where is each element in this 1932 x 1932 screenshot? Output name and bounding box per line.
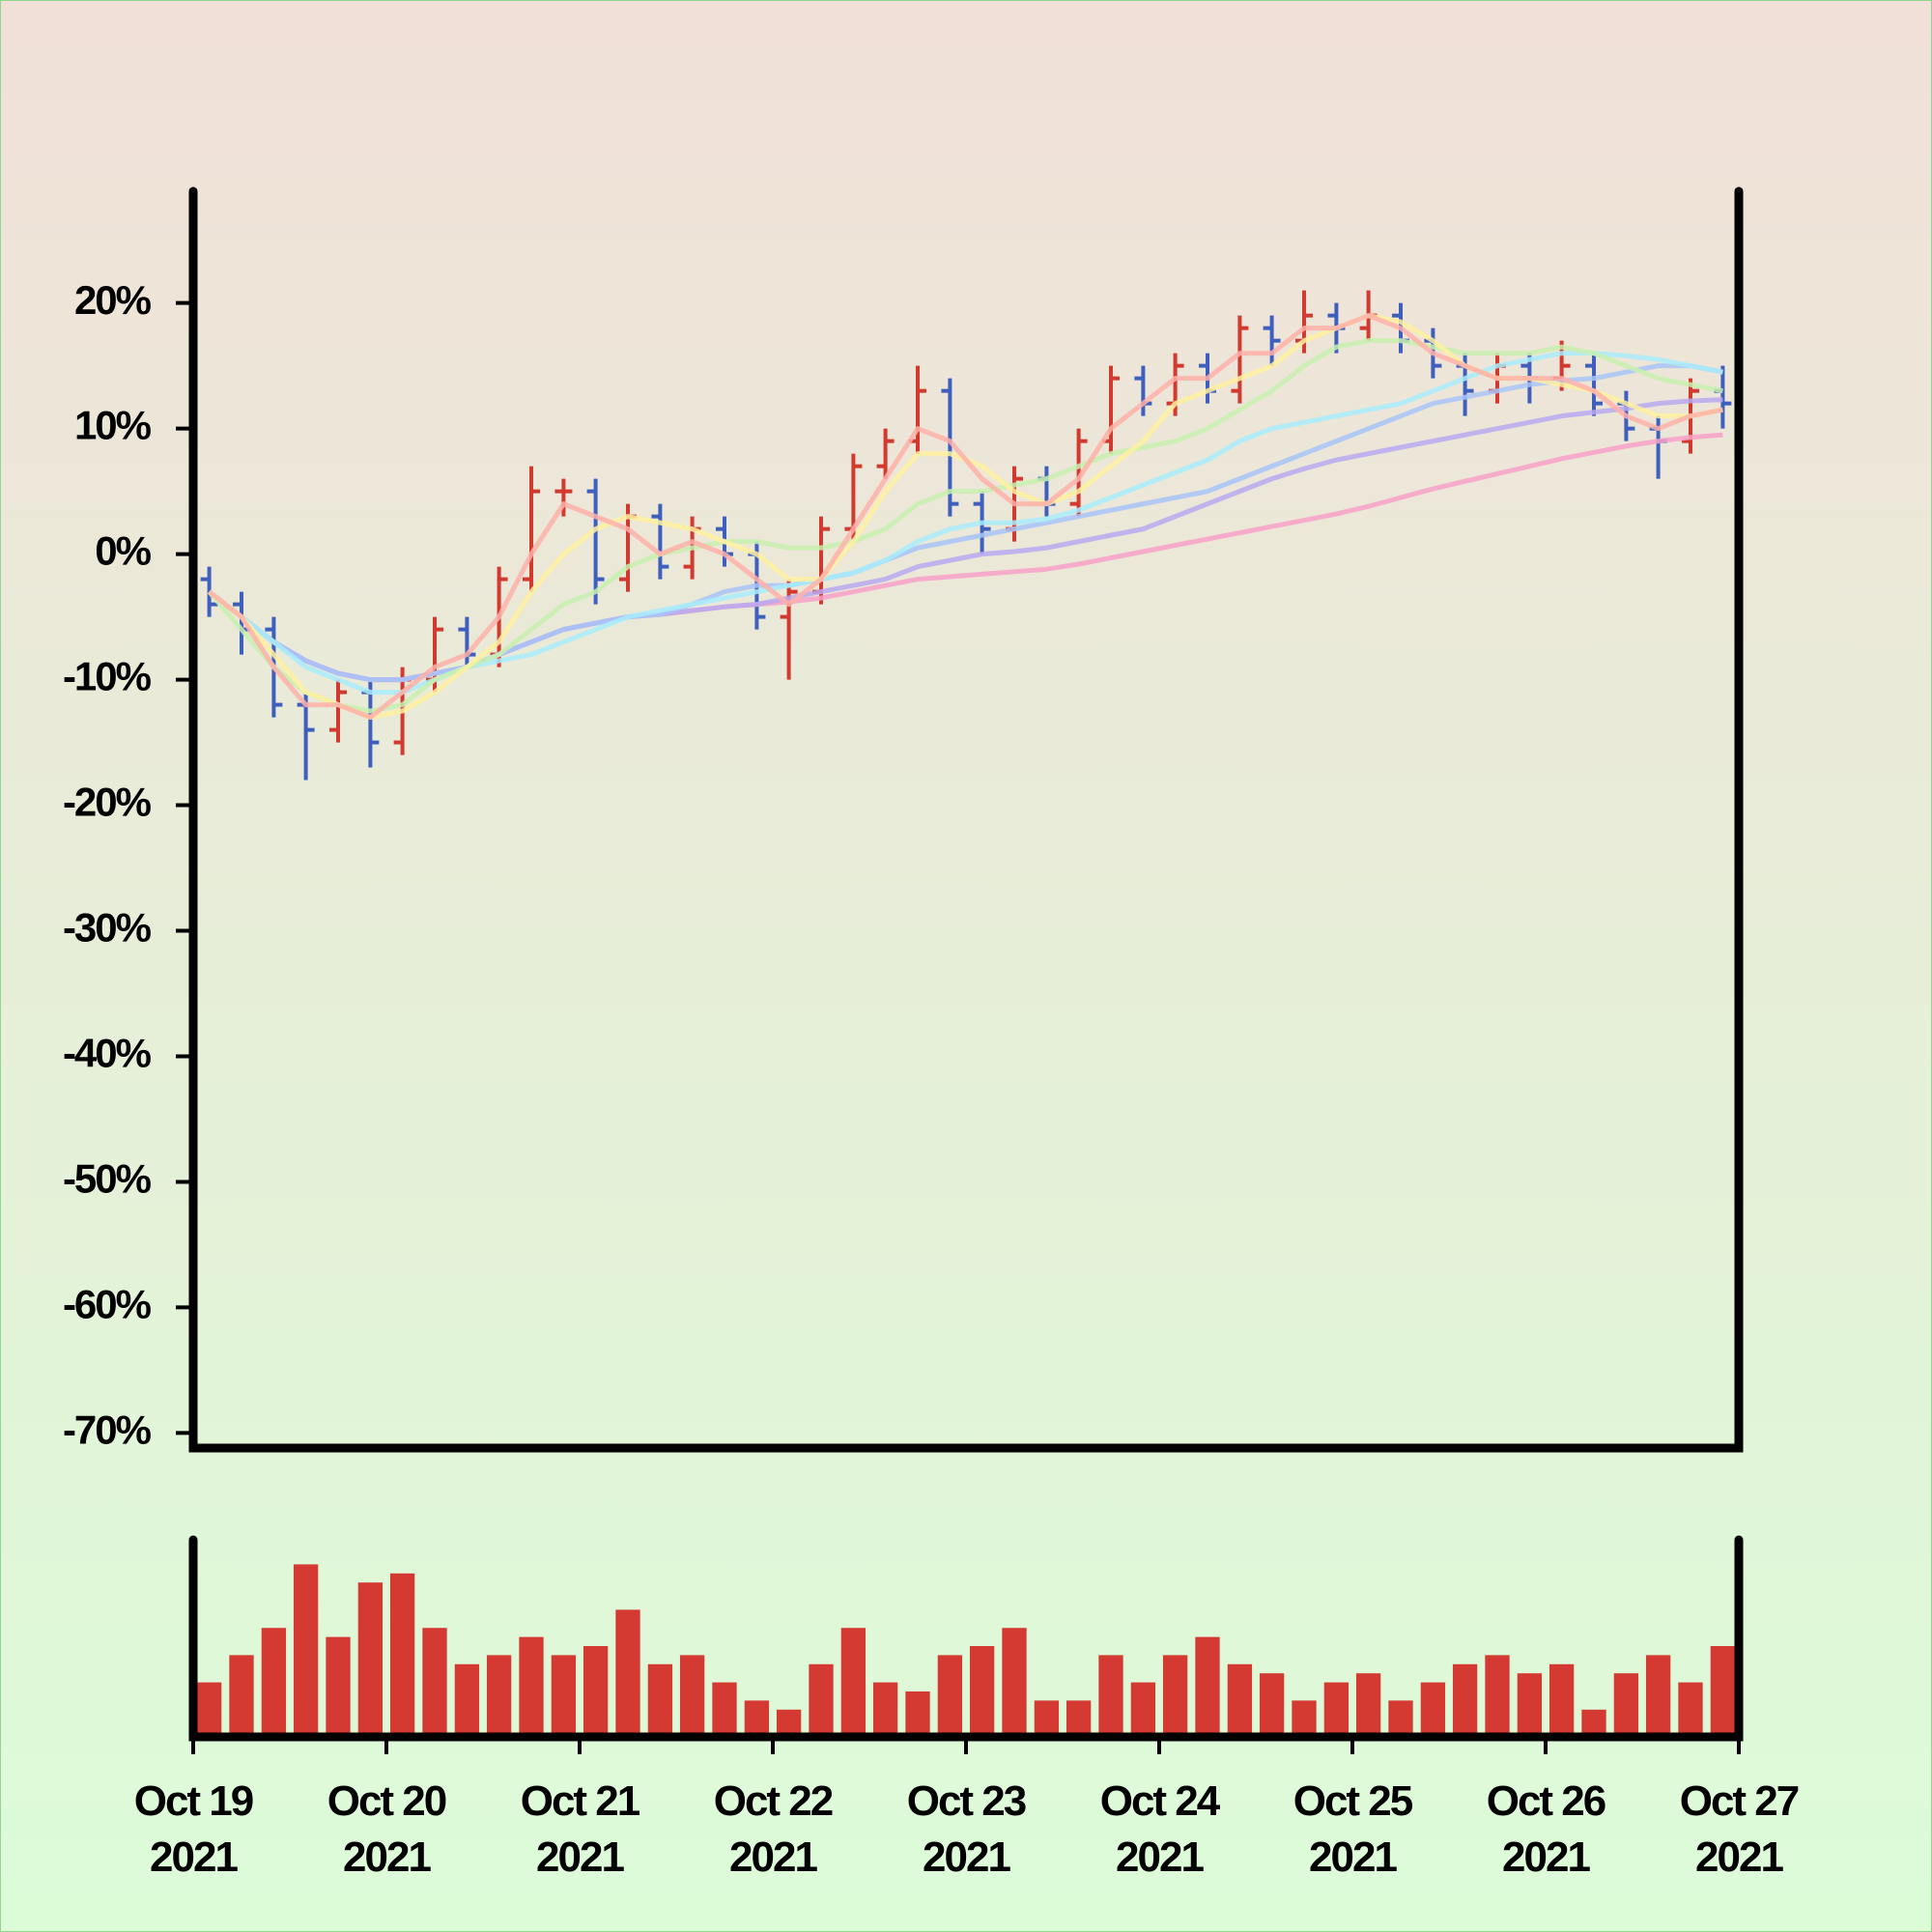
volume-bar [422,1628,447,1737]
volume-bar [1292,1700,1317,1737]
volume-bar [519,1636,544,1737]
volume-bar [969,1646,995,1737]
volume-bar [454,1663,480,1737]
volume-bar [872,1682,898,1737]
volume-bar [486,1655,512,1737]
volume-bar [1710,1646,1736,1737]
volume-bar [1645,1655,1671,1737]
ohlc-bar [1585,353,1603,416]
volume-bar [261,1628,287,1737]
ohlc-bar [523,466,540,592]
volume-bar [1581,1709,1606,1737]
volume-bar [776,1709,802,1737]
volume-bar [1130,1682,1156,1737]
volume-bar [1323,1682,1350,1737]
x-tick-label: Oct 27 2021 [1679,1777,1801,1881]
volume-bar [1355,1673,1381,1737]
volume-bar [1034,1700,1060,1737]
ohlc-bar [1037,466,1056,517]
price-frame [188,186,1744,1453]
volume-bar [1388,1700,1413,1737]
volume-bar [1485,1655,1510,1737]
volume-bar [809,1663,834,1737]
volume-frame [188,1535,1744,1742]
x-tick-label: Oct 23 2021 [906,1777,1028,1881]
volume-bar [712,1682,737,1737]
y-tick-label: 20% [74,277,152,323]
x-tick-label: Oct 24 2021 [1099,1777,1221,1881]
volume-bar [1613,1673,1639,1737]
volume-bar [1452,1663,1478,1737]
volume-bar [1548,1663,1575,1737]
volume-bar [293,1564,319,1737]
volume-bar [357,1582,384,1737]
ohlc-bar [1263,315,1281,366]
axes [188,186,1744,1742]
y-tick-label: -40% [63,1031,152,1076]
ohlc-bar [1231,315,1249,404]
x-tick-label: Oct 25 2021 [1293,1777,1414,1881]
ohlc-bar [876,428,895,479]
y-tick-label: -50% [63,1156,152,1202]
volume-bar [1065,1700,1092,1737]
volume-bar [389,1573,415,1737]
x-tick-label: Oct 22 2021 [713,1777,835,1881]
ohlc-bar [586,478,605,605]
ohlc-bar [1069,428,1088,517]
volume-bar [1678,1682,1703,1737]
volume-bar [937,1655,963,1737]
volume-bar [840,1628,867,1737]
ohlc-bar [780,579,798,680]
y-tick-label: -10% [63,654,152,699]
ohlc-bar [554,478,573,517]
y-tick-label: 0% [95,528,151,574]
volume-bar [1002,1628,1027,1737]
volume-bar [744,1700,770,1737]
volume-bar [196,1682,222,1737]
y-tick-label: -70% [63,1406,152,1452]
x-tick-label: Oct 26 2021 [1486,1777,1607,1881]
volume-bar [1098,1655,1123,1737]
volume-bar [1420,1682,1446,1737]
volume-bar [1517,1673,1543,1737]
ohlc-bar [651,503,669,580]
moving-average [208,313,1723,721]
volume-bar [647,1663,673,1737]
y-tick-label: -30% [63,905,152,951]
volume-bar [615,1609,640,1737]
ohlc-bar [1714,365,1732,429]
x-tick-label: Oct 20 2021 [327,1777,448,1881]
volume-bar [551,1655,577,1737]
x-tick-label: Oct 19 2021 [133,1777,255,1881]
y-tick-label: 10% [74,403,152,448]
volume-bar [1227,1663,1253,1737]
volume-bar [582,1646,609,1737]
volume-bar [905,1691,930,1737]
ohlc-bar [329,679,347,743]
volume-bar [326,1636,351,1737]
volume-bar [229,1655,254,1737]
x-tick-label: Oct 21 2021 [520,1777,641,1881]
volume-bar [1195,1636,1220,1737]
volume-bar [1162,1655,1188,1737]
volume-bar [1259,1673,1285,1737]
y-tick-label: -20% [63,780,152,825]
volume-bar [679,1655,705,1737]
y-tick-label: -60% [63,1282,152,1327]
